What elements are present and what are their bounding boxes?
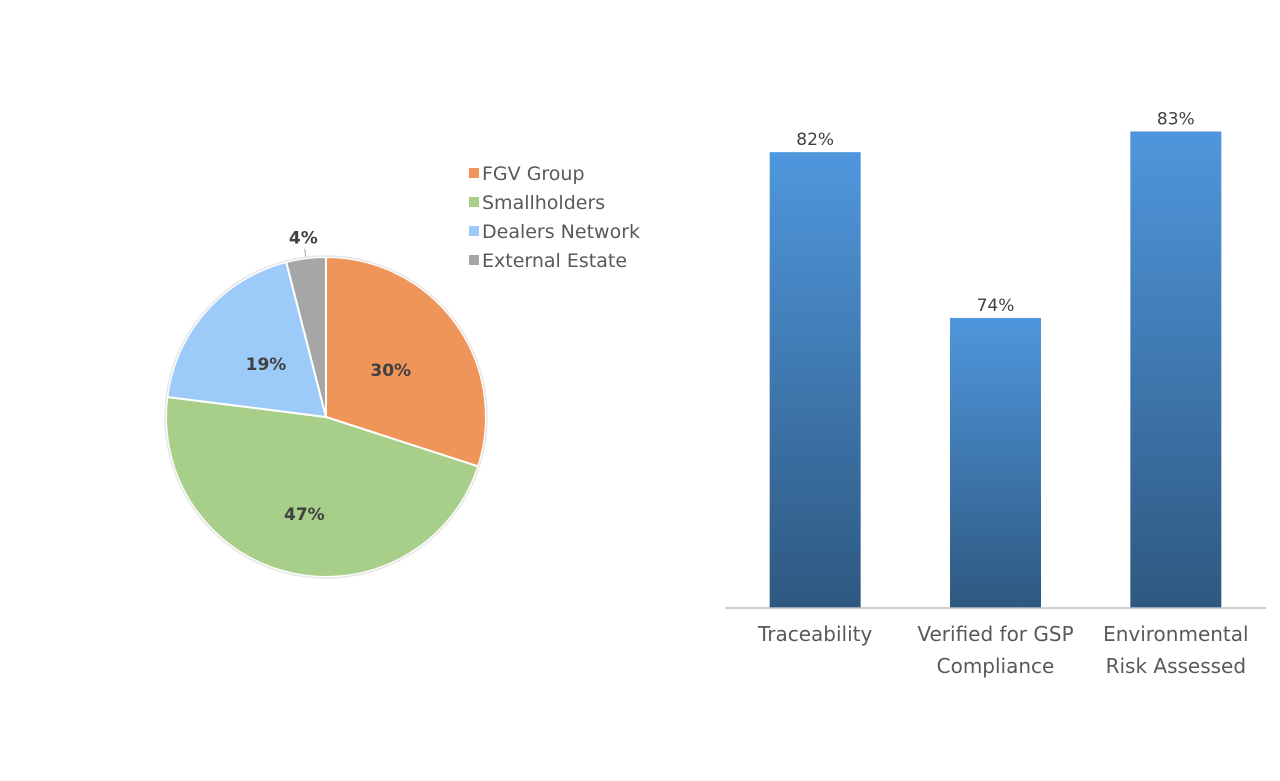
category-label-compliance: Compliance <box>937 654 1055 678</box>
category-label-environmental: Environmental <box>1103 622 1249 646</box>
bar-verified-for-gsp-compliance <box>950 317 1041 608</box>
category-label-verified-for-gsp: Verified for GSP <box>917 622 1073 646</box>
bar-value-labels: 82% 74% 83% <box>796 109 1194 315</box>
pie-chart: 30% 47% 19% 4% FGV Group Smallholders Dealers… <box>164 163 640 579</box>
pie-legend: FGV Group Smallholders Dealers Network Exte… <box>469 163 640 272</box>
pie-slice-fgv-group <box>325 255 487 468</box>
pie-slice-dealers-network <box>166 260 328 419</box>
legend-swatch-dealers-network <box>469 226 479 236</box>
legend-label-dealers-network: Dealers Network <box>482 221 640 243</box>
pie-data-labels: 30% 47% 19% 4% <box>246 229 411 525</box>
pie-slice-smallholders <box>165 395 480 578</box>
legend-swatch-smallholders <box>469 197 479 207</box>
pie-label-smallholders: 47% <box>284 505 325 525</box>
pie-label-external-estate: 4% <box>289 229 318 249</box>
bars <box>769 131 1222 608</box>
category-labels: Traceability Verified for GSP Compliance En… <box>757 622 1249 678</box>
legend-label-external-estate: External Estate <box>482 250 627 272</box>
legend-swatch-fgv-group <box>469 168 479 178</box>
pie-outline <box>164 255 488 579</box>
category-label-risk-assessed: Risk Assessed <box>1106 654 1246 678</box>
pie-label-fgv-group: 30% <box>370 361 411 381</box>
bar-environmental-risk-assessed <box>1130 131 1222 608</box>
bar-value-label-traceability: 82% <box>796 130 834 150</box>
pie-leader-line <box>304 248 307 257</box>
pie-slice-external-estate <box>284 255 327 418</box>
bar-value-label-environmental-risk-assessed: 83% <box>1157 109 1195 129</box>
pie-label-dealers-network: 19% <box>246 355 287 375</box>
bar-traceability <box>769 152 861 608</box>
category-label-traceability: Traceability <box>757 622 873 646</box>
legend-label-smallholders: Smallholders <box>482 192 605 214</box>
pie-slices <box>164 255 488 579</box>
legend-swatch-external-estate <box>469 255 479 265</box>
bar-value-label-verified-for-gsp-compliance: 74% <box>977 296 1015 316</box>
legend-label-fgv-group: FGV Group <box>482 163 585 185</box>
